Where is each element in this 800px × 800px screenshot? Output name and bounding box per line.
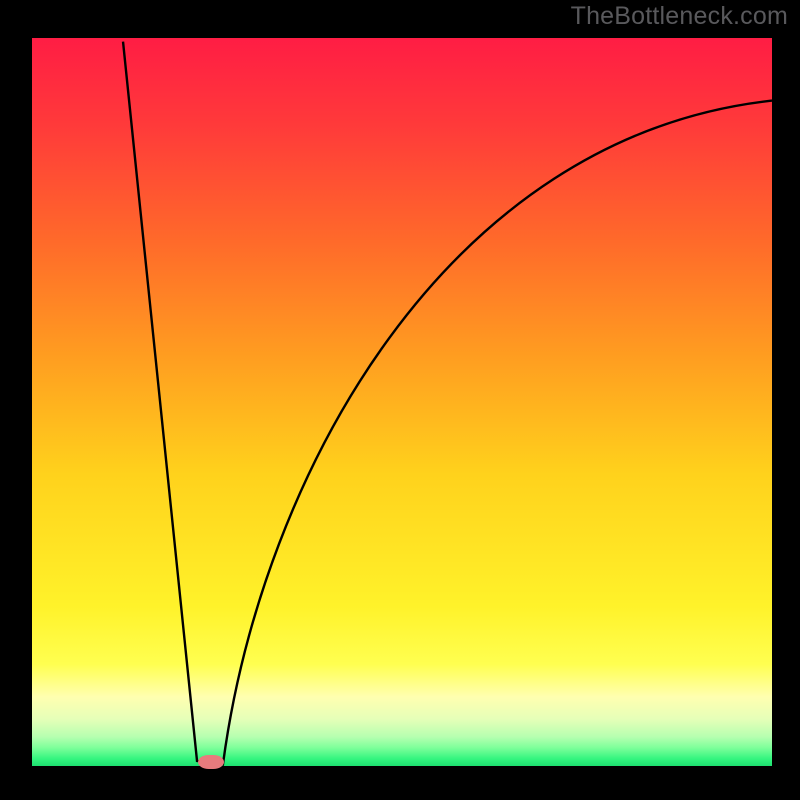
watermark-text: TheBottleneck.com [571,2,788,31]
chart-frame: TheBottleneck.com [0,0,800,800]
optimal-point-marker [198,755,224,769]
curve-path [123,42,772,765]
bottleneck-curve [32,38,772,766]
plot-area [32,38,772,766]
